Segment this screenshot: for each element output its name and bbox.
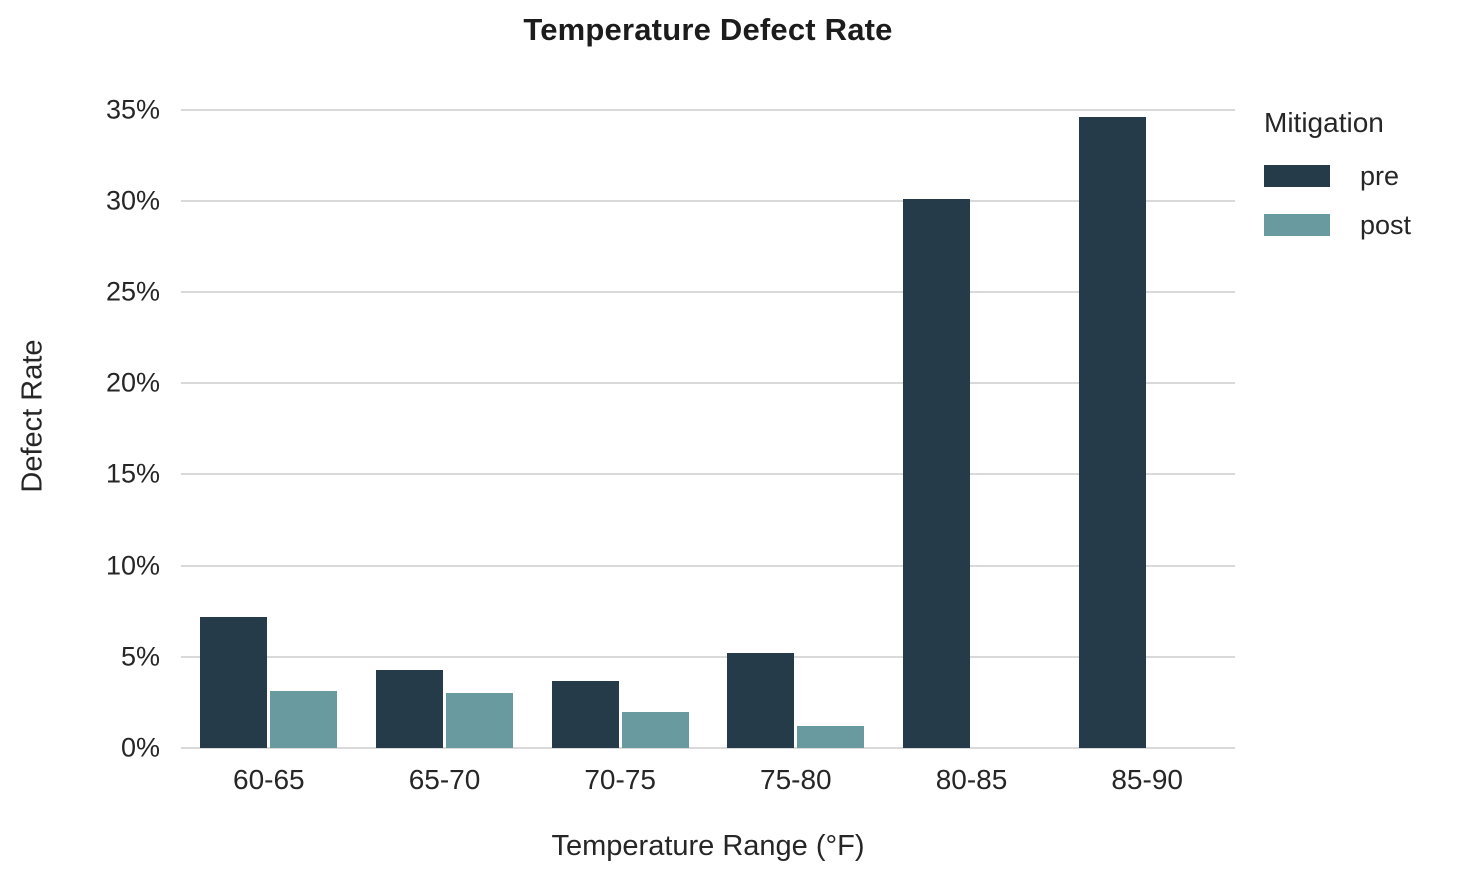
gridline (181, 564, 1235, 567)
legend-item-post: post (1264, 210, 1460, 240)
plot-area (181, 86, 1235, 749)
y-tick-label: 35% (105, 94, 160, 125)
bar-pre-85-90 (1078, 117, 1146, 748)
x-tick-labels: 60-65 65-70 70-75 75-80 80-85 85-90 (181, 764, 1235, 804)
bar-post-70-75 (621, 711, 689, 748)
x-tick-label: 75-80 (760, 764, 832, 795)
bar-post-75-80 (797, 726, 865, 748)
y-tick-label: 10% (105, 550, 160, 581)
y-tick-label: 30% (105, 185, 160, 216)
gridline (181, 655, 1235, 658)
y-tick-label: 15% (105, 458, 160, 489)
gridline (181, 108, 1235, 111)
chart-title: Temperature Defect Rate (523, 12, 893, 47)
y-tick-label: 20% (105, 367, 160, 398)
legend: Mitigation pre post (1264, 106, 1460, 262)
x-tick-label: 85-90 (1111, 764, 1183, 795)
gridline (181, 473, 1235, 476)
x-axis-label: Temperature Range (°F) (551, 830, 865, 862)
legend-label-pre: pre (1360, 160, 1400, 191)
x-tick-label: 65-70 (408, 764, 481, 795)
x-tick-label: 70-75 (584, 764, 656, 795)
legend-swatch-pre (1264, 165, 1330, 187)
x-tick-label: 80-85 (935, 764, 1008, 795)
y-tick-label: 25% (105, 276, 160, 307)
bar-pre-60-65 (200, 616, 268, 748)
legend-item-pre: pre (1264, 161, 1460, 191)
gridline (181, 382, 1235, 385)
y-tick-labels: 0% 5% 10% 15% 20% 25% 30% 35% (0, 86, 162, 762)
bar-pre-65-70 (376, 669, 443, 748)
gridline (181, 747, 1235, 749)
y-tick-label: 5% (120, 641, 160, 672)
gridline (181, 199, 1235, 202)
bar-pre-70-75 (551, 680, 619, 748)
legend-title: Mitigation (1264, 107, 1384, 138)
bar-pre-75-80 (727, 653, 795, 748)
bar-post-60-65 (270, 691, 338, 748)
legend-label-post: post (1360, 209, 1412, 240)
x-tick-label: 60-65 (233, 764, 305, 795)
legend-swatch-post (1264, 214, 1330, 236)
y-tick-label: 0% (120, 732, 160, 763)
gridline (181, 291, 1235, 294)
bar-pre-80-85 (903, 199, 970, 748)
bar-post-65-70 (446, 693, 513, 748)
